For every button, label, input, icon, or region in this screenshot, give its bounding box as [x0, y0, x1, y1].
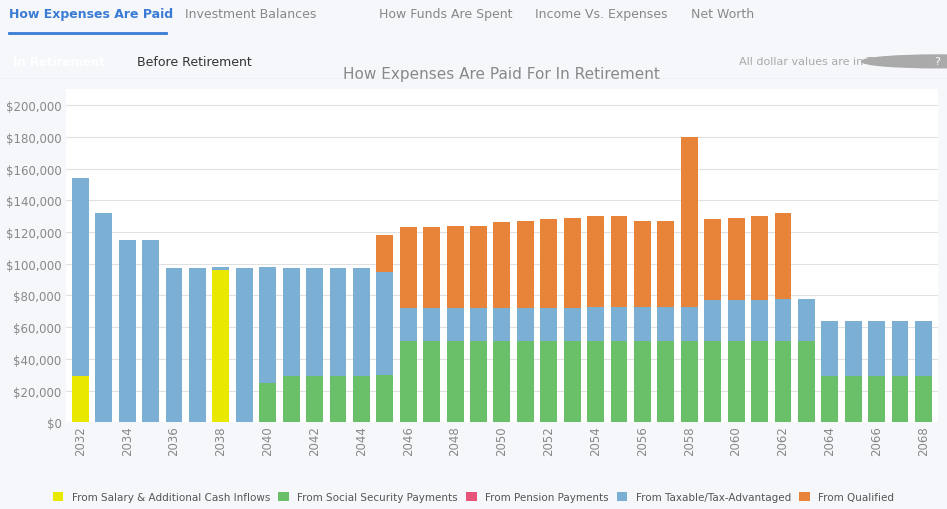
Text: How Expenses Are Paid: How Expenses Are Paid [9, 8, 173, 21]
Bar [517, 308, 534, 342]
Bar [611, 307, 628, 342]
Bar [470, 308, 487, 342]
Bar [118, 240, 135, 422]
Text: How Funds Are Spent: How Funds Are Spent [379, 8, 512, 21]
Bar [166, 269, 183, 422]
Bar [821, 321, 838, 377]
Bar [72, 179, 89, 377]
Bar [563, 308, 581, 342]
Bar [376, 375, 393, 422]
Bar [330, 377, 347, 422]
Bar [775, 342, 792, 422]
Bar [376, 236, 393, 272]
Bar [447, 308, 463, 342]
Bar [892, 377, 908, 422]
Bar [611, 342, 628, 422]
Bar [353, 377, 370, 422]
Bar [376, 272, 393, 375]
Bar [657, 342, 674, 422]
Bar [751, 301, 768, 342]
Bar [400, 342, 417, 422]
Bar [868, 321, 885, 377]
Bar [423, 342, 440, 422]
Bar [306, 269, 323, 377]
Bar [587, 217, 604, 307]
Text: Investment Balances: Investment Balances [185, 8, 316, 21]
Bar [236, 269, 253, 422]
Bar [189, 269, 205, 422]
Bar [727, 301, 744, 342]
Bar [892, 321, 908, 377]
Bar [845, 377, 862, 422]
Bar [447, 226, 463, 308]
Bar [400, 308, 417, 342]
Bar [541, 220, 557, 308]
Bar [353, 269, 370, 377]
Bar [400, 228, 417, 308]
Bar [212, 270, 229, 422]
Bar [259, 383, 277, 422]
Bar [330, 269, 347, 377]
Bar [563, 218, 581, 308]
Bar [283, 377, 299, 422]
Bar [751, 342, 768, 422]
Bar [821, 377, 838, 422]
Bar [798, 342, 814, 422]
Bar [447, 342, 463, 422]
Bar [611, 217, 628, 307]
Bar [868, 377, 885, 422]
Text: Net Worth: Net Worth [691, 8, 755, 21]
Circle shape [862, 56, 947, 69]
Bar [681, 307, 698, 342]
Bar [845, 321, 862, 377]
Bar [775, 299, 792, 342]
Text: Income Vs. Expenses: Income Vs. Expenses [535, 8, 668, 21]
Bar [587, 342, 604, 422]
Bar [470, 226, 487, 308]
Bar [517, 342, 534, 422]
Bar [681, 137, 698, 307]
Bar [541, 342, 557, 422]
Bar [142, 240, 159, 422]
Legend: From Salary & Additional Cash Inflows, From Social Security Payments, From Pensi: From Salary & Additional Cash Inflows, F… [49, 488, 898, 506]
Bar [657, 221, 674, 307]
Bar [493, 308, 510, 342]
Bar [775, 213, 792, 299]
Bar [634, 342, 651, 422]
Bar [705, 220, 721, 301]
Bar [634, 307, 651, 342]
Bar [705, 342, 721, 422]
Bar [493, 223, 510, 308]
Bar [517, 221, 534, 308]
Text: ?: ? [935, 58, 940, 67]
Bar [727, 342, 744, 422]
Text: Before Retirement: Before Retirement [137, 56, 252, 69]
Bar [72, 377, 89, 422]
Bar [423, 228, 440, 308]
Bar [283, 269, 299, 377]
Bar [681, 342, 698, 422]
Title: How Expenses Are Paid For In Retirement: How Expenses Are Paid For In Retirement [344, 67, 660, 82]
Bar [470, 342, 487, 422]
Bar [705, 301, 721, 342]
Bar [727, 218, 744, 301]
Bar [493, 342, 510, 422]
Bar [915, 321, 932, 377]
Bar [587, 307, 604, 342]
Bar [541, 308, 557, 342]
Bar [751, 217, 768, 301]
Bar [212, 267, 229, 270]
Bar [634, 221, 651, 307]
Bar [259, 267, 277, 383]
Bar [915, 377, 932, 422]
Bar [96, 213, 112, 422]
Text: All dollar values are in Today's $: All dollar values are in Today's $ [739, 58, 918, 67]
Bar [657, 307, 674, 342]
Bar [798, 299, 814, 342]
Bar [423, 308, 440, 342]
Bar [306, 377, 323, 422]
Text: In Retirement: In Retirement [13, 55, 105, 69]
Bar [563, 342, 581, 422]
